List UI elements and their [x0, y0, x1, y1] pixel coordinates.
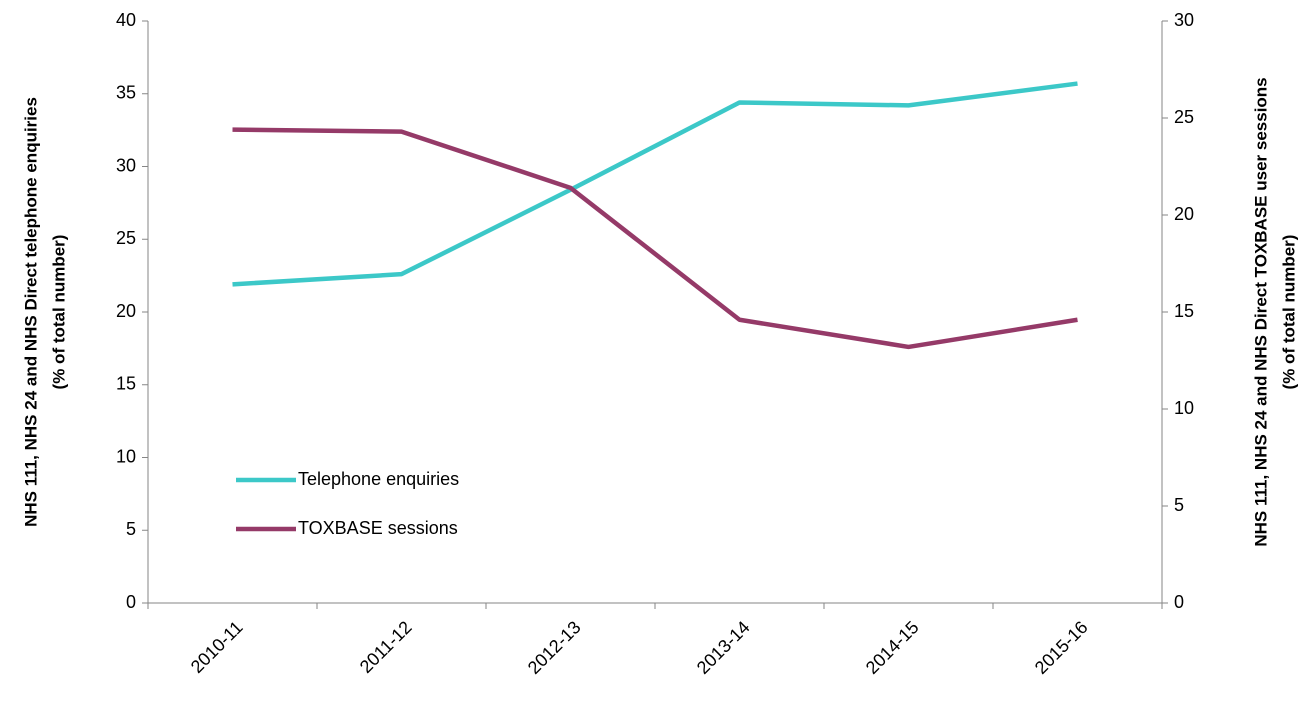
y2-axis-title: NHS 111, NHS 24 and NHS Direct TOXBASE u… — [1251, 77, 1270, 546]
y-axis-title: NHS 111, NHS 24 and NHS Direct telephone… — [21, 97, 40, 527]
x-tick-label: 2011-12 — [356, 617, 416, 677]
x-tick-label: 2015-16 — [1031, 617, 1092, 678]
legend-label: Telephone enquiries — [298, 469, 459, 489]
y-tick-label: 35 — [116, 83, 136, 103]
y2-tick-label: 25 — [1174, 107, 1194, 127]
x-tick-label: 2013-14 — [693, 617, 754, 678]
y2-tick-label: 20 — [1174, 204, 1194, 224]
y2-tick-label: 0 — [1174, 592, 1184, 612]
series-line — [232, 127, 1078, 350]
y2-tick-label: 5 — [1174, 495, 1184, 515]
y-tick-label: 10 — [116, 446, 136, 466]
legend-label: TOXBASE sessions — [298, 518, 458, 538]
y-axis-title: (% of total number) — [49, 235, 68, 390]
y-tick-label: 40 — [116, 10, 136, 30]
y2-tick-label: 15 — [1174, 301, 1194, 321]
y-tick-label: 15 — [116, 374, 136, 394]
y2-tick-label: 10 — [1174, 398, 1194, 418]
y-tick-label: 25 — [116, 228, 136, 248]
x-tick-label: 2014-15 — [862, 617, 923, 678]
y-tick-label: 0 — [126, 592, 136, 612]
series-line — [232, 81, 1078, 287]
y2-tick-label: 30 — [1174, 10, 1194, 30]
y-tick-label: 5 — [126, 519, 136, 539]
x-tick-label: 2010-11 — [187, 617, 247, 677]
x-tick-label: 2012-13 — [524, 617, 585, 678]
y-tick-label: 30 — [116, 155, 136, 175]
y-tick-label: 20 — [116, 301, 136, 321]
y2-axis-title: (% of total number) — [1279, 235, 1298, 390]
